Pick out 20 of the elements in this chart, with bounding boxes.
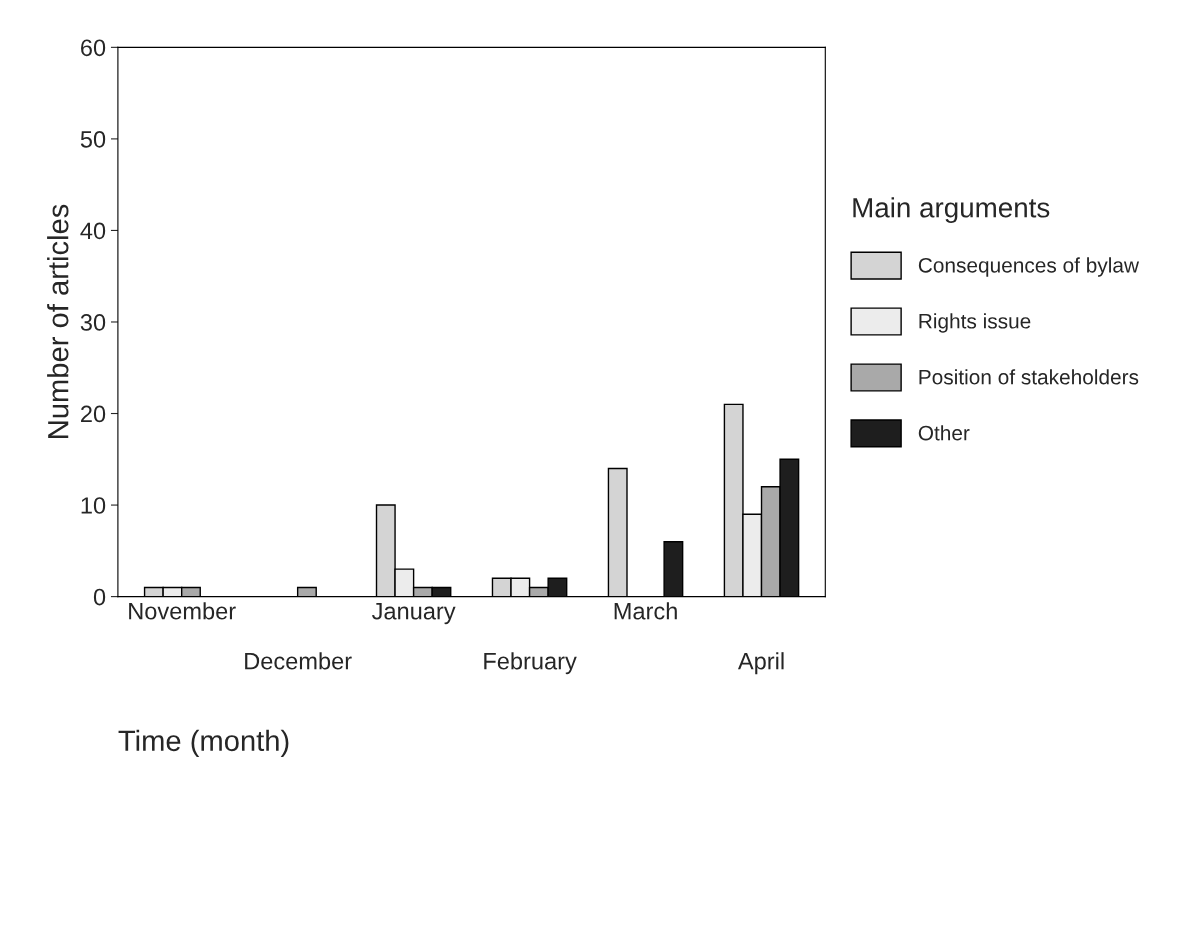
x-tick-label: February: [484, 652, 577, 675]
x-tick-label: November: [129, 602, 236, 620]
legend-label: Consequences of bylaw: [918, 257, 1140, 277]
y-tick-label: 30: [80, 314, 106, 331]
y-tick-label: 50: [80, 130, 106, 148]
legend-label: Rights issue: [919, 313, 1031, 333]
x-tick-label: January: [371, 603, 456, 625]
legend-label: Other: [918, 425, 970, 441]
y-tick-label: 10: [81, 497, 106, 514]
legend-label: Position of stakeholders: [919, 369, 1139, 385]
x-tick-label: March: [614, 602, 677, 620]
x-tick-label: December: [245, 652, 352, 670]
y-tick-label: 0: [93, 588, 106, 606]
y-tick-label: 20: [81, 405, 106, 423]
y-axis-title: Number of articles: [47, 204, 69, 438]
y-tick-label: 60: [81, 39, 106, 57]
x-axis-title: Time (month): [118, 729, 289, 757]
y-tick-label: 40: [80, 222, 106, 240]
legend-title: Main arguments: [853, 197, 1050, 224]
x-tick-label: April: [737, 652, 784, 675]
